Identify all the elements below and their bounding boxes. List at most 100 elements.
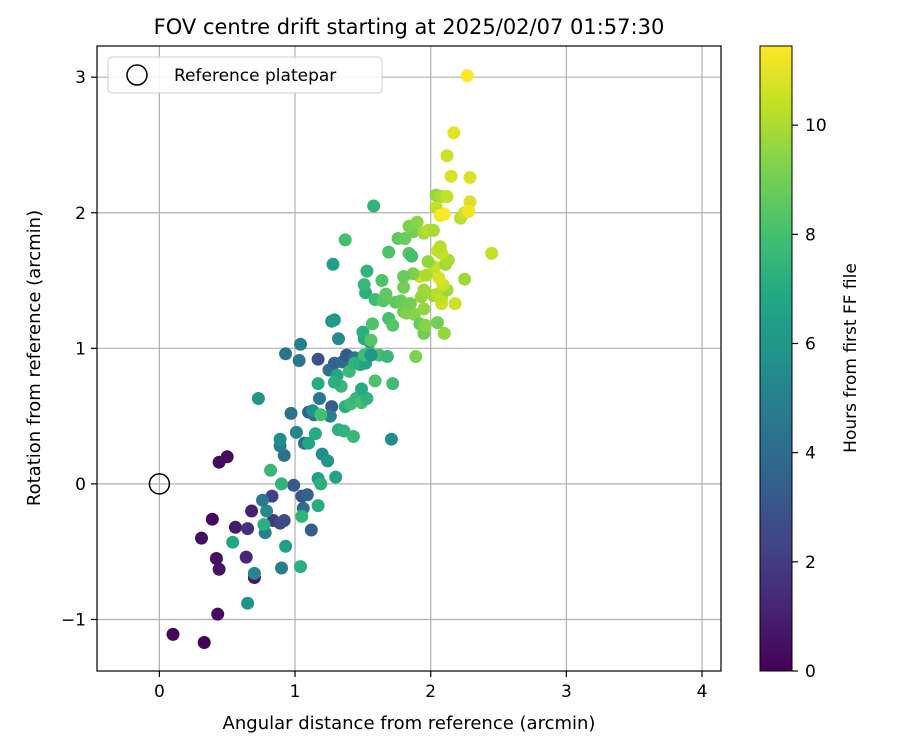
data-point xyxy=(332,332,345,346)
legend-box xyxy=(107,56,383,94)
y-tick-label: 3 xyxy=(75,68,86,88)
data-point xyxy=(209,552,223,565)
legend-marker-reference-platepar xyxy=(126,64,148,86)
data-point xyxy=(463,171,477,184)
data-point xyxy=(311,352,325,366)
plot-frame xyxy=(96,45,722,672)
legend: Reference platepar xyxy=(107,56,383,94)
data-point xyxy=(308,427,322,441)
data-point xyxy=(260,504,274,518)
data-point xyxy=(382,245,396,259)
data-point xyxy=(444,169,458,183)
data-point xyxy=(300,488,314,502)
data-point xyxy=(458,272,472,286)
data-point xyxy=(410,215,424,229)
colorbar-tick-label: 0 xyxy=(805,662,816,682)
data-point xyxy=(360,264,374,278)
y-axis-label: Rotation from reference (arcmin) xyxy=(24,210,45,506)
data-point xyxy=(277,514,291,527)
data-point xyxy=(264,463,278,477)
data-point xyxy=(386,318,400,332)
data-point xyxy=(426,223,440,237)
data-point xyxy=(403,297,417,311)
data-point xyxy=(364,333,378,347)
data-point xyxy=(226,535,240,549)
y-tick-label: −1 xyxy=(61,610,86,630)
colorbar-ticks: 0 2 4 6 8 10 xyxy=(792,116,827,682)
data-point xyxy=(407,307,421,321)
data-point xyxy=(397,280,411,294)
data-point xyxy=(368,374,382,388)
data-point xyxy=(323,409,337,423)
data-point xyxy=(241,596,255,610)
colorbar-tick-label: 4 xyxy=(805,444,816,464)
data-point xyxy=(463,195,477,209)
data-point xyxy=(273,432,287,446)
colorbar-tick-label: 8 xyxy=(805,225,816,245)
x-tick-label: 0 xyxy=(154,682,165,702)
data-point xyxy=(360,392,374,405)
data-point xyxy=(432,271,446,285)
data-point xyxy=(304,523,318,537)
data-point xyxy=(287,478,301,492)
data-point xyxy=(314,408,328,422)
data-point xyxy=(321,454,335,468)
data-point xyxy=(294,560,307,574)
data-point xyxy=(327,313,341,327)
data-point xyxy=(211,607,225,621)
data-point xyxy=(197,636,211,649)
data-point xyxy=(433,240,447,254)
data-point xyxy=(357,278,371,292)
data-point xyxy=(275,561,288,575)
data-point xyxy=(325,400,339,414)
data-point xyxy=(409,350,423,363)
colorbar-label: Hours from first FF file xyxy=(841,263,861,453)
data-point xyxy=(431,316,444,330)
data-point xyxy=(205,512,219,526)
data-point xyxy=(295,509,309,523)
data-point xyxy=(326,257,340,271)
data-point xyxy=(329,470,343,484)
data-point xyxy=(314,477,328,491)
data-point xyxy=(313,392,326,405)
data-point xyxy=(384,432,398,446)
reference-point xyxy=(148,473,171,495)
colorbar-tick-label: 10 xyxy=(805,116,827,136)
data-point xyxy=(417,302,431,316)
data-point xyxy=(279,539,293,553)
data-point xyxy=(327,375,341,389)
data-point xyxy=(212,562,226,576)
data-point xyxy=(364,348,378,362)
data-point xyxy=(247,566,261,580)
data-point xyxy=(346,430,360,443)
data-point xyxy=(241,522,255,536)
y-tick-label: 1 xyxy=(75,339,86,359)
data-point xyxy=(397,270,411,283)
data-point xyxy=(279,347,293,361)
data-point xyxy=(275,477,288,491)
x-axis-label: Angular distance from reference (arcmin) xyxy=(223,713,596,734)
data-point xyxy=(421,255,435,269)
x-tick-label: 3 xyxy=(561,682,572,702)
data-point xyxy=(379,287,393,301)
data-point xyxy=(256,493,269,507)
y-tick-label: 0 xyxy=(75,475,86,495)
data-point xyxy=(337,424,351,438)
data-point xyxy=(251,392,265,405)
data-point xyxy=(417,283,431,297)
plot-background xyxy=(97,46,721,671)
data-point xyxy=(380,350,394,363)
chart-title: FOV centre drift starting at 2025/02/07 … xyxy=(154,15,665,39)
data-point xyxy=(365,317,379,331)
data-point xyxy=(367,199,381,213)
data-points xyxy=(166,69,499,649)
legend-entry-reference-platepar: Reference platepar xyxy=(174,66,336,86)
data-point xyxy=(289,425,303,439)
x-tick-label: 1 xyxy=(290,682,301,702)
data-point xyxy=(239,550,253,564)
data-point xyxy=(386,377,400,391)
data-point xyxy=(245,504,259,518)
data-point xyxy=(447,126,461,140)
data-point xyxy=(355,382,368,396)
